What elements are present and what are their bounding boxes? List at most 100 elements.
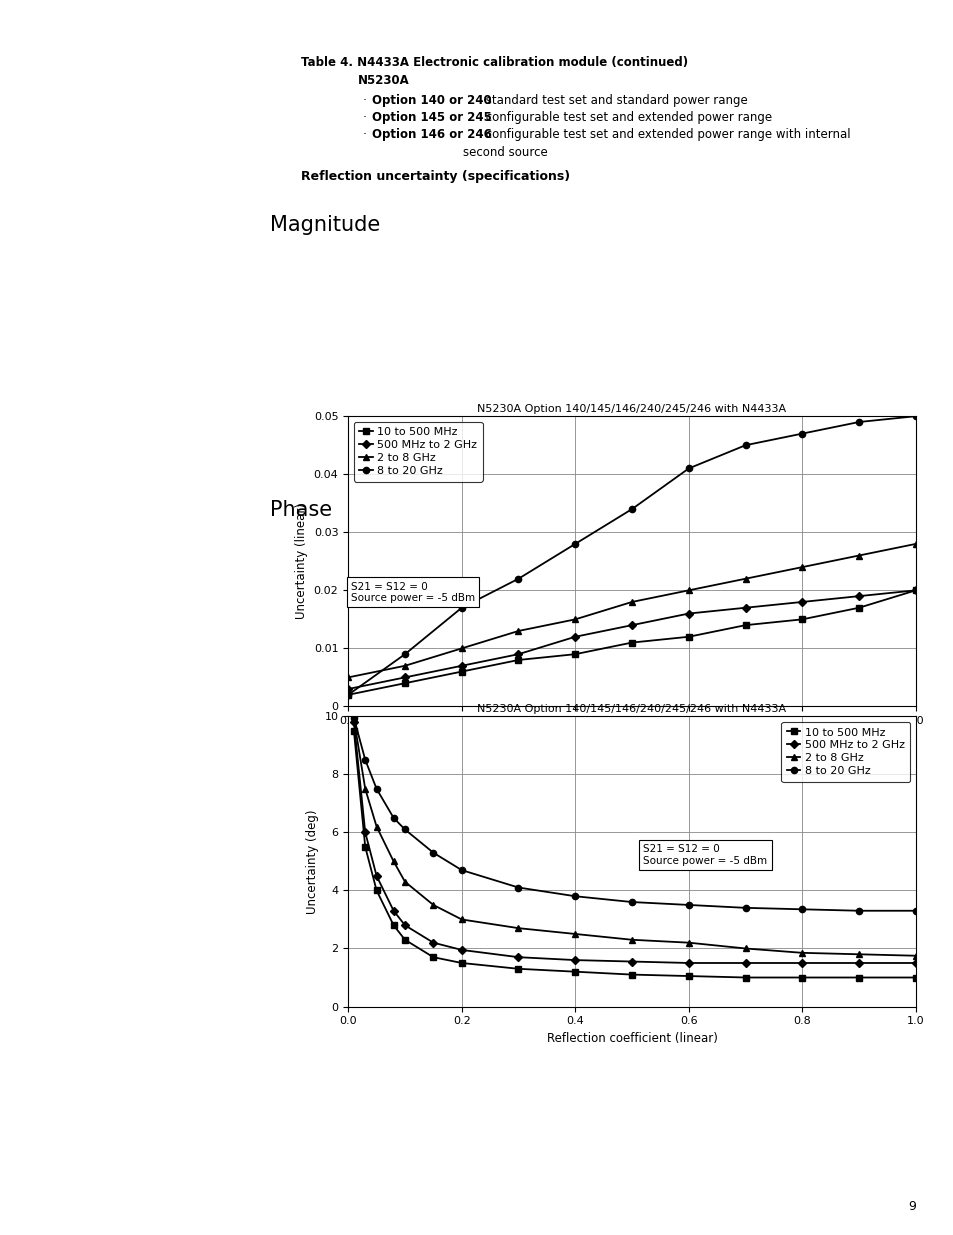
2 to 8 GHz <box>739 941 750 956</box>
10 to 500 MHz <box>456 664 467 679</box>
Text: Reflection uncertainty (specifications): Reflection uncertainty (specifications) <box>300 170 569 184</box>
8 to 20 GHz <box>342 688 354 703</box>
10 to 500 MHz <box>569 647 580 662</box>
10 to 500 MHz <box>625 967 637 982</box>
500 MHz to 2 GHz <box>427 935 438 950</box>
Line: 500 MHz to 2 GHz: 500 MHz to 2 GHz <box>351 719 918 966</box>
Y-axis label: Uncertainty (linear): Uncertainty (linear) <box>294 504 308 619</box>
8 to 20 GHz <box>513 572 524 587</box>
8 to 20 GHz <box>348 710 359 725</box>
Line: 8 to 20 GHz: 8 to 20 GHz <box>351 715 918 914</box>
10 to 500 MHz <box>852 971 863 986</box>
2 to 8 GHz <box>513 921 524 936</box>
500 MHz to 2 GHz <box>348 715 359 730</box>
2 to 8 GHz <box>371 819 382 834</box>
8 to 20 GHz <box>388 810 399 825</box>
500 MHz to 2 GHz <box>625 955 637 969</box>
8 to 20 GHz <box>739 900 750 915</box>
10 to 500 MHz <box>569 965 580 979</box>
500 MHz to 2 GHz <box>569 952 580 967</box>
Line: 500 MHz to 2 GHz: 500 MHz to 2 GHz <box>345 587 918 692</box>
Text: configurable test set and extended power range with internal: configurable test set and extended power… <box>481 128 849 142</box>
Legend: 10 to 500 MHz, 500 MHz to 2 GHz, 2 to 8 GHz, 8 to 20 GHz: 10 to 500 MHz, 500 MHz to 2 GHz, 2 to 8 … <box>354 421 482 482</box>
Text: S21 = S12 = 0
Source power = -5 dBm: S21 = S12 = 0 Source power = -5 dBm <box>642 844 767 866</box>
2 to 8 GHz <box>513 624 524 638</box>
500 MHz to 2 GHz <box>682 956 694 971</box>
8 to 20 GHz <box>682 461 694 475</box>
8 to 20 GHz <box>909 903 921 918</box>
2 to 8 GHz <box>909 536 921 551</box>
2 to 8 GHz <box>909 948 921 963</box>
8 to 20 GHz <box>371 782 382 797</box>
500 MHz to 2 GHz <box>796 594 807 609</box>
8 to 20 GHz <box>739 438 750 453</box>
Line: 10 to 500 MHz: 10 to 500 MHz <box>351 727 918 981</box>
2 to 8 GHz <box>796 946 807 961</box>
2 to 8 GHz <box>348 711 359 726</box>
Line: 8 to 20 GHz: 8 to 20 GHz <box>345 412 918 698</box>
10 to 500 MHz <box>796 613 807 627</box>
2 to 8 GHz <box>359 782 371 797</box>
10 to 500 MHz <box>682 630 694 645</box>
10 to 500 MHz <box>739 971 750 986</box>
10 to 500 MHz <box>739 618 750 632</box>
Legend: 10 to 500 MHz, 500 MHz to 2 GHz, 2 to 8 GHz, 8 to 20 GHz: 10 to 500 MHz, 500 MHz to 2 GHz, 2 to 8 … <box>781 721 909 782</box>
Text: ·: · <box>362 111 370 125</box>
2 to 8 GHz <box>388 855 399 869</box>
500 MHz to 2 GHz <box>371 868 382 883</box>
Text: Magnitude: Magnitude <box>270 215 380 235</box>
10 to 500 MHz <box>909 583 921 598</box>
8 to 20 GHz <box>625 501 637 516</box>
8 to 20 GHz <box>513 881 524 895</box>
8 to 20 GHz <box>625 894 637 909</box>
2 to 8 GHz <box>456 641 467 656</box>
2 to 8 GHz <box>625 594 637 609</box>
10 to 500 MHz <box>625 635 637 650</box>
Line: 10 to 500 MHz: 10 to 500 MHz <box>345 587 918 698</box>
Title: N5230A Option 140/145/146/240/245/246 with N4433A: N5230A Option 140/145/146/240/245/246 wi… <box>476 404 786 414</box>
8 to 20 GHz <box>852 415 863 430</box>
500 MHz to 2 GHz <box>513 647 524 662</box>
8 to 20 GHz <box>796 902 807 916</box>
10 to 500 MHz <box>398 932 410 947</box>
Text: standard test set and standard power range: standard test set and standard power ran… <box>481 94 747 107</box>
500 MHz to 2 GHz <box>852 589 863 604</box>
Text: Option 146 or 246: Option 146 or 246 <box>372 128 492 142</box>
10 to 500 MHz <box>342 688 354 703</box>
2 to 8 GHz <box>569 926 580 941</box>
500 MHz to 2 GHz <box>739 956 750 971</box>
2 to 8 GHz <box>569 613 580 627</box>
X-axis label: Reflection coefficient (linear): Reflection coefficient (linear) <box>546 731 717 745</box>
2 to 8 GHz <box>852 548 863 563</box>
500 MHz to 2 GHz <box>388 903 399 918</box>
10 to 500 MHz <box>359 840 371 855</box>
500 MHz to 2 GHz <box>909 583 921 598</box>
500 MHz to 2 GHz <box>456 942 467 957</box>
10 to 500 MHz <box>388 918 399 932</box>
2 to 8 GHz <box>852 947 863 962</box>
Line: 2 to 8 GHz: 2 to 8 GHz <box>345 541 918 680</box>
500 MHz to 2 GHz <box>398 669 410 684</box>
10 to 500 MHz <box>348 724 359 739</box>
8 to 20 GHz <box>456 600 467 615</box>
2 to 8 GHz <box>456 911 467 926</box>
8 to 20 GHz <box>398 823 410 837</box>
500 MHz to 2 GHz <box>359 825 371 840</box>
500 MHz to 2 GHz <box>852 956 863 971</box>
2 to 8 GHz <box>682 935 694 950</box>
Text: second source: second source <box>463 146 547 159</box>
500 MHz to 2 GHz <box>398 918 410 932</box>
Text: Table 4. N4433A Electronic calibration module (continued): Table 4. N4433A Electronic calibration m… <box>300 56 687 69</box>
8 to 20 GHz <box>569 536 580 551</box>
8 to 20 GHz <box>682 898 694 913</box>
Title: N5230A Option 140/145/146/240/245/246 with N4433A: N5230A Option 140/145/146/240/245/246 wi… <box>476 704 786 714</box>
10 to 500 MHz <box>682 968 694 983</box>
2 to 8 GHz <box>739 572 750 587</box>
8 to 20 GHz <box>569 889 580 904</box>
500 MHz to 2 GHz <box>569 630 580 645</box>
8 to 20 GHz <box>796 426 807 441</box>
2 to 8 GHz <box>796 559 807 574</box>
500 MHz to 2 GHz <box>909 956 921 971</box>
2 to 8 GHz <box>342 669 354 684</box>
8 to 20 GHz <box>909 409 921 424</box>
